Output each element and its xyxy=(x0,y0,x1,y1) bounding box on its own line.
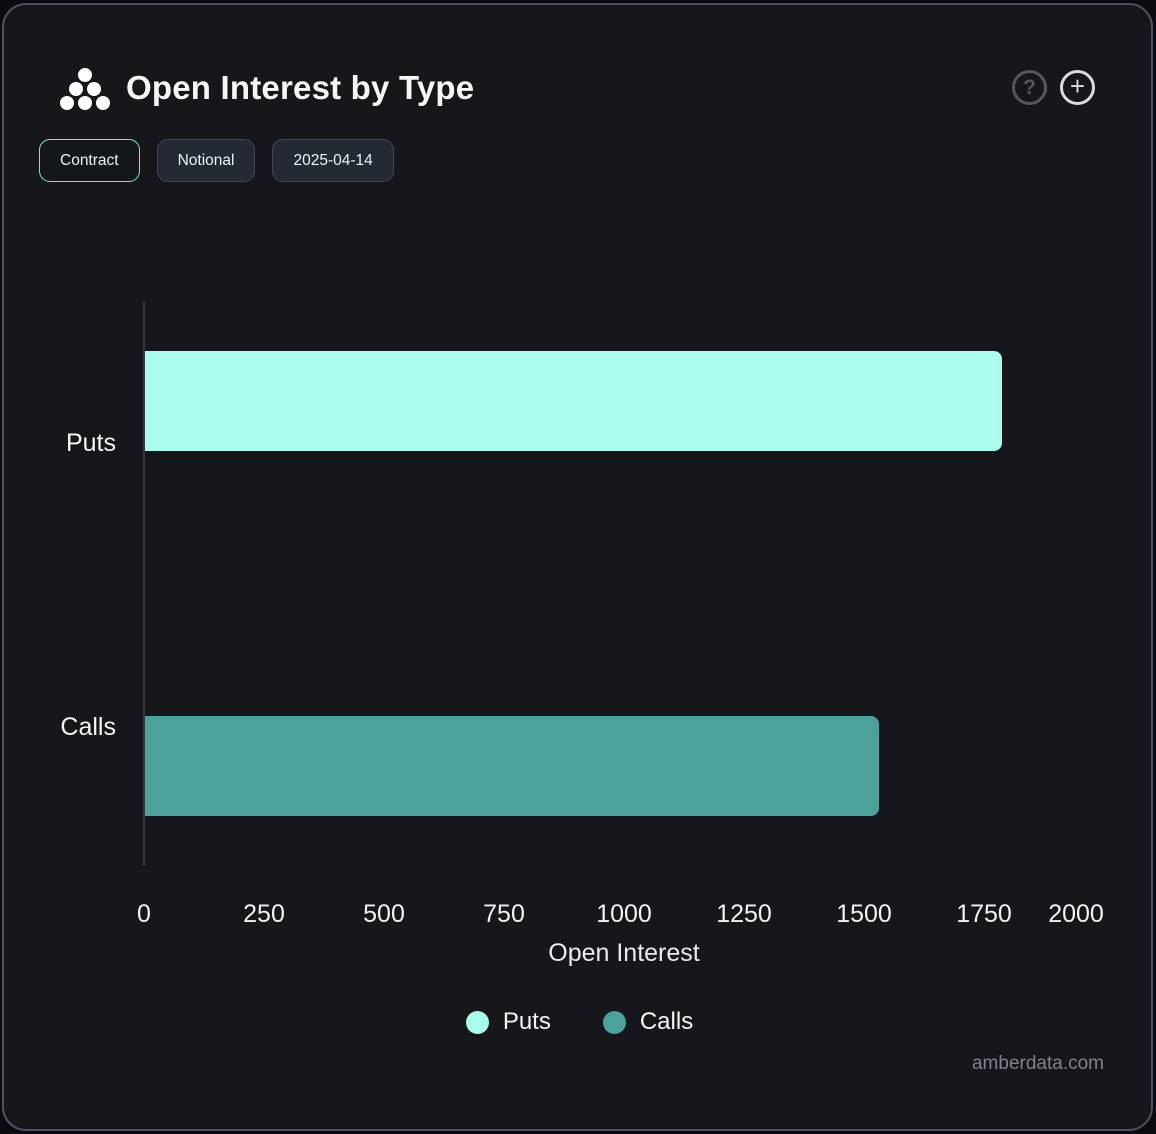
page-title: Open Interest by Type xyxy=(126,69,475,106)
x-tick: 1750 xyxy=(956,900,1012,928)
bar-puts[interactable] xyxy=(145,351,1002,451)
category-label-calls: Calls xyxy=(60,713,116,741)
contract-button[interactable]: Contract xyxy=(39,139,140,182)
legend: Puts Calls xyxy=(4,1008,1155,1036)
x-tick: 250 xyxy=(243,900,285,928)
x-tick: 1500 xyxy=(836,900,892,928)
help-icon[interactable]: ? xyxy=(1012,70,1047,105)
x-tick: 750 xyxy=(483,900,525,928)
x-tick: 500 xyxy=(363,900,405,928)
x-axis-title: Open Interest xyxy=(548,939,700,967)
x-tick: 1250 xyxy=(716,900,772,928)
puts-legend-dot xyxy=(465,1010,489,1034)
legend-item-calls[interactable]: Calls xyxy=(602,1008,693,1036)
bar-calls[interactable] xyxy=(145,716,880,816)
amberdata-logo xyxy=(60,68,110,110)
add-icon[interactable]: + xyxy=(1060,70,1095,105)
y-axis-line xyxy=(143,301,145,866)
x-tick: 0 xyxy=(137,900,151,928)
calls-legend-dot xyxy=(602,1010,626,1034)
chart-card: Open Interest by Type ? + Contract Notio… xyxy=(2,3,1153,1131)
legend-item-puts[interactable]: Puts xyxy=(465,1008,551,1036)
watermark: amberdata.com xyxy=(971,1053,1104,1074)
date-button[interactable]: 2025-04-14 xyxy=(272,139,394,182)
category-label-puts: Puts xyxy=(65,429,116,457)
notional-button[interactable]: Notional xyxy=(156,139,256,182)
toolbar: Contract Notional 2025-04-14 xyxy=(39,139,394,182)
x-tick: 2000 xyxy=(1048,900,1104,928)
x-tick: 1000 xyxy=(596,900,652,928)
